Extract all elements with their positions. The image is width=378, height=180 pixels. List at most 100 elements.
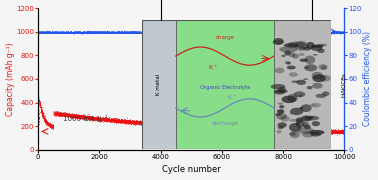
Point (191, 125, 197, 128)
Point (78, 116, 84, 118)
Point (297, 31, 304, 34)
Point (233, 30, 239, 33)
Point (262, 31, 268, 34)
Point (154, 122, 160, 125)
Point (122, 121, 128, 124)
Point (327, 131, 333, 134)
Point (90, 117, 96, 120)
Point (122, 120, 128, 123)
Point (161, 121, 167, 124)
Point (270, 31, 276, 34)
Point (154, 122, 160, 125)
Point (228, 31, 234, 34)
Point (138, 31, 144, 34)
Point (162, 122, 168, 125)
Point (67, 31, 73, 34)
Point (229, 127, 235, 130)
Point (163, 123, 169, 126)
Point (279, 128, 285, 131)
Point (94, 117, 101, 120)
Point (230, 30, 236, 33)
Point (253, 128, 259, 130)
Point (189, 31, 195, 34)
Point (176, 30, 182, 33)
Point (166, 31, 172, 33)
Point (36, 101, 42, 103)
Point (255, 127, 261, 129)
Point (331, 130, 337, 133)
Point (104, 117, 110, 120)
Point (305, 129, 311, 132)
Point (296, 31, 302, 34)
Point (332, 31, 338, 33)
Point (84, 30, 90, 33)
Point (254, 31, 260, 34)
Point (212, 31, 218, 34)
Point (256, 128, 262, 131)
Point (215, 30, 221, 33)
Point (284, 130, 290, 133)
Point (327, 131, 333, 134)
Point (301, 130, 307, 133)
Point (90, 117, 96, 120)
Point (276, 31, 282, 34)
Point (288, 31, 294, 34)
Point (305, 31, 311, 34)
Point (39, 31, 45, 34)
Point (173, 124, 179, 127)
Point (335, 130, 341, 133)
Point (302, 31, 308, 34)
Point (64, 31, 70, 34)
Point (275, 31, 281, 33)
Point (254, 127, 260, 129)
Point (52, 31, 58, 34)
Point (304, 131, 310, 134)
Point (62, 114, 68, 117)
Point (263, 31, 269, 34)
Point (99, 119, 105, 122)
Point (166, 30, 172, 33)
Point (133, 120, 139, 123)
Point (53, 114, 59, 117)
Point (67, 30, 73, 33)
Point (87, 118, 93, 120)
Point (273, 129, 279, 132)
Point (301, 129, 307, 132)
Point (136, 121, 142, 124)
Point (195, 30, 201, 33)
Point (341, 132, 347, 135)
Point (142, 30, 148, 33)
Point (220, 127, 226, 130)
Point (268, 32, 274, 35)
Point (191, 31, 197, 34)
Point (202, 31, 208, 34)
Point (278, 31, 284, 33)
Point (46, 123, 52, 126)
Point (222, 30, 228, 33)
Point (110, 120, 116, 122)
Point (105, 31, 111, 34)
Point (45, 31, 51, 34)
Point (331, 31, 337, 34)
Point (72, 113, 78, 116)
Point (133, 120, 139, 123)
Point (261, 30, 267, 33)
Point (248, 127, 254, 130)
Point (244, 128, 250, 131)
Point (338, 31, 344, 34)
Point (95, 31, 101, 34)
Point (322, 130, 328, 133)
Point (181, 124, 187, 127)
Point (193, 125, 199, 128)
Point (60, 113, 66, 116)
Point (163, 123, 169, 126)
Point (125, 31, 131, 34)
Point (226, 127, 232, 129)
Point (249, 127, 255, 130)
Point (150, 121, 156, 124)
Point (234, 30, 240, 33)
Point (204, 30, 210, 33)
Point (87, 31, 93, 34)
Point (87, 31, 93, 34)
Point (96, 117, 102, 120)
